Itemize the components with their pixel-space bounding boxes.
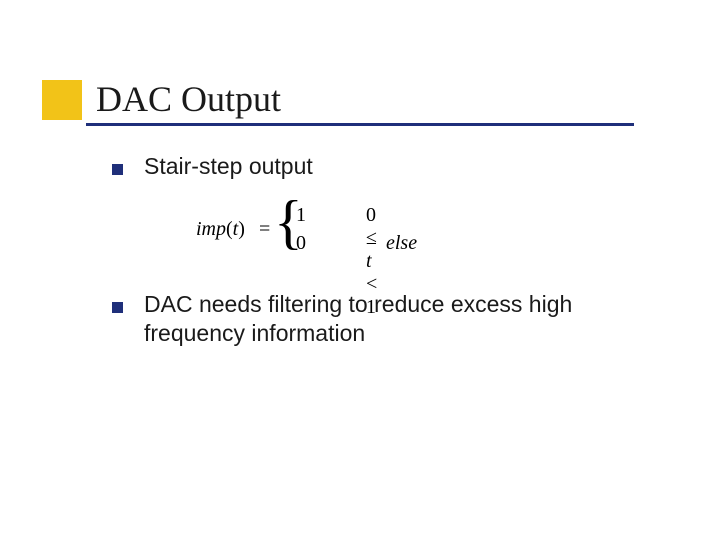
formula-lhs: imp(t) <box>196 218 245 241</box>
title-underline <box>86 123 634 126</box>
cond-left: 0 <box>366 204 377 226</box>
cond-op1: ≤ <box>366 227 378 249</box>
title-accent-block <box>42 80 82 120</box>
body-text-0: Stair-step output <box>144 152 664 181</box>
formula-equals: = <box>259 218 270 241</box>
formula-func: imp <box>196 218 226 240</box>
slide-title: DAC Output <box>96 78 281 120</box>
body-text-1: DAC needs filtering to reduce excess hig… <box>144 290 654 348</box>
formula-case0-val: 1 <box>296 204 306 227</box>
formula-paren-open: ( <box>226 218 233 240</box>
formula-paren-close: ) <box>238 218 245 240</box>
formula-case1-else: else <box>386 232 417 255</box>
cond-mid: t <box>366 250 373 272</box>
formula-case1-val: 0 <box>296 232 306 255</box>
bullet-marker-1 <box>112 302 123 313</box>
bullet-marker-0 <box>112 164 123 175</box>
